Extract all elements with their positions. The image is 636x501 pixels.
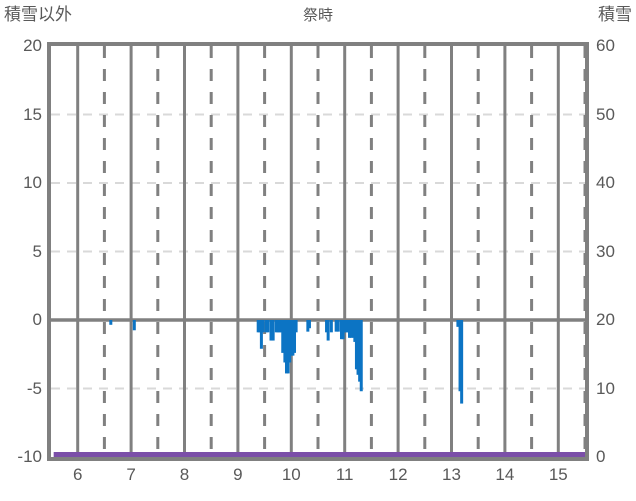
x-axis-tick-label: 7 <box>126 465 136 484</box>
right-axis-tick-label: 30 <box>596 241 615 261</box>
left-axis-tick-label: -5 <box>26 378 42 398</box>
bar <box>326 320 330 341</box>
bar <box>289 320 293 356</box>
x-axis-tick-label: 14 <box>495 465 515 484</box>
x-axis-tick-label: 10 <box>281 465 301 484</box>
bar <box>283 320 287 363</box>
right-axis-tick-label: 0 <box>596 447 606 466</box>
bar <box>269 320 273 341</box>
bar <box>294 320 298 333</box>
bar <box>281 320 285 353</box>
bar <box>341 320 345 340</box>
bar <box>351 320 355 338</box>
left-axis-tick-label: 15 <box>23 104 42 124</box>
bar <box>291 320 295 356</box>
bar <box>344 320 348 333</box>
x-axis-tick-label: 9 <box>233 465 243 484</box>
bar <box>348 320 352 338</box>
bar <box>353 320 357 342</box>
x-axis-tick-label: 15 <box>548 465 568 484</box>
bar <box>336 320 340 332</box>
bar <box>109 320 113 325</box>
left-axis-title: 積雪以外 <box>4 5 72 24</box>
right-axis-tick-label: 20 <box>596 310 615 329</box>
bar <box>307 320 311 329</box>
bar <box>278 320 282 333</box>
x-axis-tick-label: 13 <box>442 465 461 484</box>
left-axis-tick-label: 20 <box>23 36 42 55</box>
bar <box>256 320 260 333</box>
bar <box>261 320 265 333</box>
bar <box>343 320 347 333</box>
x-axis-tick-label: 12 <box>388 465 408 484</box>
bar <box>259 320 263 349</box>
bar <box>284 320 288 374</box>
bar <box>258 320 262 333</box>
x-axis-tick-label: 11 <box>335 465 354 484</box>
bar <box>334 320 338 332</box>
bar <box>279 320 283 333</box>
bar <box>288 320 292 363</box>
left-axis-tick-label: 5 <box>32 241 42 261</box>
grid-layer <box>51 46 585 457</box>
bar <box>356 320 360 375</box>
x-axis-tick-label: 8 <box>179 465 190 484</box>
right-axis-tick-label: 40 <box>596 173 615 192</box>
bar <box>358 320 362 382</box>
bar <box>359 320 363 392</box>
bar <box>306 320 310 332</box>
bar <box>460 320 464 404</box>
bar <box>354 320 358 370</box>
bar-series <box>109 320 464 404</box>
series-layer <box>53 320 585 457</box>
bar <box>266 320 270 333</box>
bar <box>132 320 136 331</box>
bar <box>339 320 343 340</box>
bar <box>276 320 280 333</box>
bar <box>349 320 353 338</box>
left-axis-tick-label: 0 <box>32 310 42 329</box>
right-axis-tick-label: 10 <box>596 378 615 398</box>
left-axis-tick-label: -10 <box>17 447 42 466</box>
bar <box>456 320 460 327</box>
bar <box>274 320 278 333</box>
bar <box>271 320 275 341</box>
bar <box>293 320 297 353</box>
bar <box>264 320 268 333</box>
bar <box>458 320 462 392</box>
bar <box>286 320 290 374</box>
bar <box>329 320 333 333</box>
right-axis-tick-label: 50 <box>596 104 615 124</box>
x-axis-tick-label: 6 <box>72 465 83 484</box>
right-axis-tick-label: 60 <box>596 36 615 55</box>
bar <box>346 320 350 333</box>
plot-area <box>47 42 589 461</box>
left-axis-tick-label: 10 <box>23 173 42 192</box>
bar <box>325 320 329 333</box>
right-axis-title: 積雪 <box>598 5 632 24</box>
chart-title: 祭時 <box>302 7 333 24</box>
